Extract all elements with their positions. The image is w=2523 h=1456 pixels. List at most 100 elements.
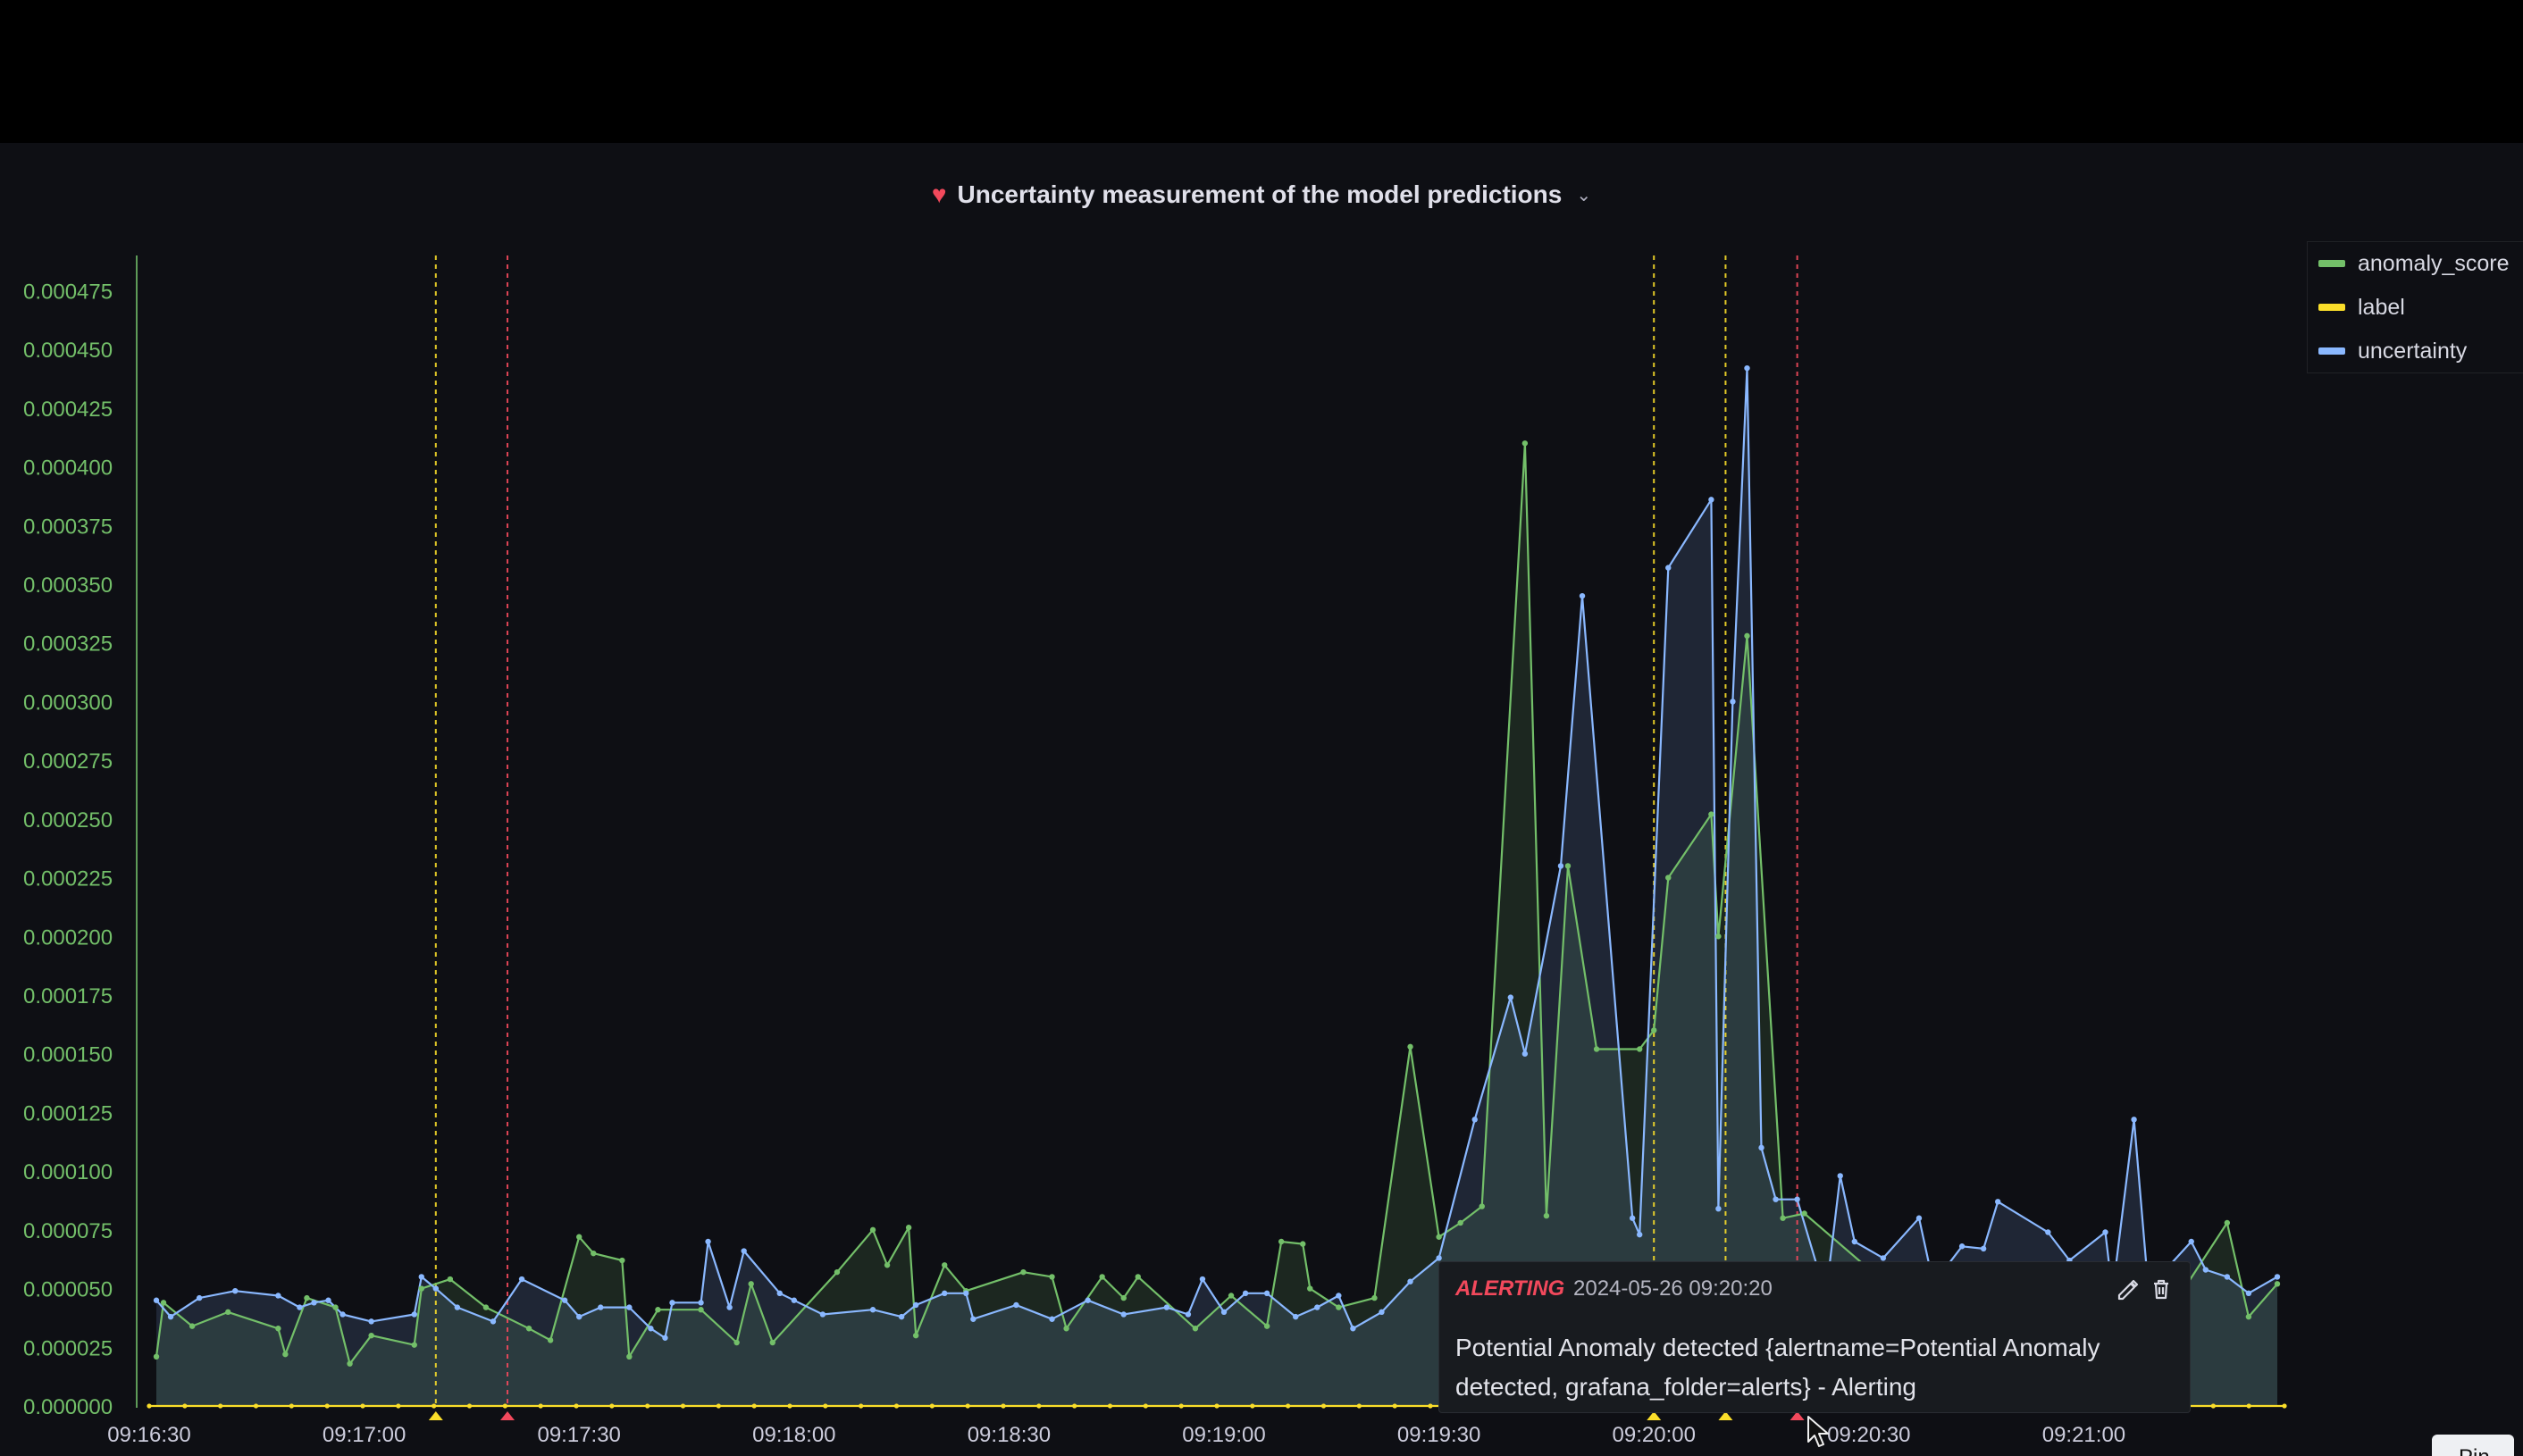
annotation-state: ALERTING xyxy=(1455,1276,1565,1301)
data-point xyxy=(1163,1304,1170,1310)
data-point xyxy=(147,1403,152,1409)
data-point xyxy=(574,1403,579,1409)
data-point xyxy=(482,1304,490,1310)
data-point xyxy=(1185,1311,1192,1318)
legend-item-anomaly-score[interactable]: anomaly_score xyxy=(2318,251,2510,276)
data-point xyxy=(1049,1274,1055,1280)
legend-swatch xyxy=(2318,347,2345,355)
data-point xyxy=(1994,1199,2001,1205)
data-point xyxy=(662,1335,668,1341)
data-point xyxy=(1072,1403,1077,1409)
legend-label: label xyxy=(2358,294,2405,320)
data-point xyxy=(518,1276,525,1283)
data-point xyxy=(2274,1281,2281,1287)
annotation-text: Potential Anomaly detected {alertname=Po… xyxy=(1455,1334,2100,1401)
data-point xyxy=(791,1297,798,1303)
data-point xyxy=(360,1403,365,1409)
data-point xyxy=(1307,1285,1313,1292)
data-point xyxy=(1278,1238,1285,1245)
data-point xyxy=(1915,1215,1923,1221)
data-point xyxy=(1564,863,1572,869)
data-point xyxy=(1120,1311,1127,1318)
data-point xyxy=(525,1326,532,1332)
data-point xyxy=(182,1403,188,1409)
data-point xyxy=(1192,1326,1199,1332)
pin-button[interactable]: Pin xyxy=(2432,1435,2514,1456)
data-point xyxy=(1708,497,1714,503)
data-point xyxy=(232,1288,239,1294)
y-tick-label: 0.000100 xyxy=(23,1160,113,1184)
pencil-icon[interactable] xyxy=(2113,1275,2142,1303)
data-point xyxy=(598,1304,604,1310)
data-point xyxy=(1336,1304,1342,1310)
x-tick-label: 09:20:00 xyxy=(1613,1423,1696,1447)
y-tick-label: 0.000125 xyxy=(23,1101,113,1125)
data-point xyxy=(1107,1403,1113,1409)
chevron-down-icon[interactable]: ⌄ xyxy=(1576,185,1592,205)
data-point xyxy=(1336,1293,1342,1299)
data-point xyxy=(325,1297,331,1303)
data-point xyxy=(834,1268,841,1276)
data-point xyxy=(1715,933,1722,940)
y-tick-label: 0.000200 xyxy=(23,925,113,950)
legend-item-uncertainty[interactable]: uncertainty xyxy=(2318,339,2467,364)
panel-body xyxy=(0,143,2523,1456)
data-point xyxy=(218,1403,223,1409)
data-point xyxy=(2245,1290,2252,1297)
data-point xyxy=(942,1262,948,1268)
panel-title[interactable]: Uncertainty measurement of the model pre… xyxy=(957,180,1563,208)
data-point xyxy=(716,1403,721,1409)
data-point xyxy=(1457,1219,1463,1226)
data-point xyxy=(965,1403,970,1409)
data-point xyxy=(1636,1046,1643,1052)
data-point xyxy=(1020,1268,1027,1276)
legend: anomaly_score label uncertainty xyxy=(2307,241,2523,373)
data-point xyxy=(2188,1238,2194,1245)
y-tick-label: 0.000425 xyxy=(23,397,113,422)
data-point xyxy=(324,1403,330,1409)
legend-swatch xyxy=(2318,304,2345,311)
y-axis-labels: 0.000000 0.000025 0.000050 0.000075 0.000100… xyxy=(23,280,113,1419)
data-point xyxy=(189,1323,196,1329)
data-point xyxy=(2274,1274,2281,1280)
y-tick-label: 0.000350 xyxy=(23,573,113,598)
data-point xyxy=(1436,1234,1442,1240)
data-point xyxy=(2245,1313,2252,1320)
data-point xyxy=(1013,1301,1019,1309)
data-point xyxy=(432,1403,437,1409)
x-tick-label: 09:20:30 xyxy=(1827,1423,1910,1447)
data-point xyxy=(1371,1294,1378,1301)
data-point xyxy=(339,1311,346,1318)
y-tick-label: 0.000375 xyxy=(23,515,113,539)
data-point xyxy=(454,1304,461,1310)
trash-icon[interactable] xyxy=(2147,1275,2175,1303)
data-point xyxy=(311,1300,317,1306)
series-line-anomaly-score xyxy=(155,442,2278,1365)
data-point xyxy=(942,1290,948,1297)
data-point xyxy=(576,1313,583,1320)
data-point xyxy=(538,1403,543,1409)
panel-header[interactable]: ♥ Uncertainty measurement of the model p… xyxy=(0,175,2523,214)
data-point xyxy=(2202,1267,2209,1273)
data-point xyxy=(645,1403,650,1409)
data-point xyxy=(1001,1403,1006,1409)
data-point xyxy=(726,1304,733,1310)
data-point xyxy=(1980,1245,1987,1252)
data-point xyxy=(1708,811,1714,817)
legend-item-label[interactable]: label xyxy=(2318,295,2405,320)
data-point xyxy=(741,1248,747,1254)
data-point xyxy=(1557,863,1564,869)
data-point xyxy=(332,1304,339,1310)
data-point xyxy=(1178,1403,1184,1409)
data-point xyxy=(819,1311,826,1318)
data-point xyxy=(963,1290,969,1297)
data-point xyxy=(502,1403,507,1409)
data-point xyxy=(304,1294,310,1301)
series-fills xyxy=(156,368,2277,1407)
legend-swatch xyxy=(2318,260,2345,267)
annotation-marker xyxy=(1790,1411,1805,1420)
data-point xyxy=(1958,1243,1966,1250)
data-point xyxy=(347,1360,353,1367)
data-point xyxy=(282,1351,289,1358)
